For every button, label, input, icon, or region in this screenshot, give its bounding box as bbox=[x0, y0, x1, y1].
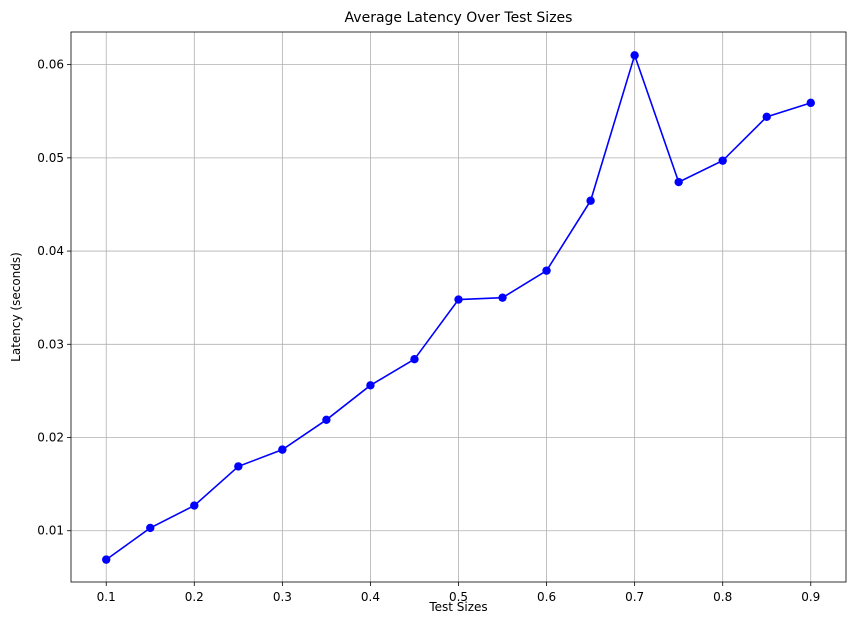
data-point bbox=[146, 523, 155, 533]
chart-title: Average Latency Over Test Sizes bbox=[345, 10, 573, 26]
x-tick-label: 0.3 bbox=[273, 590, 292, 604]
data-point bbox=[102, 555, 111, 564]
y-tick-label: 0.02 bbox=[37, 431, 64, 445]
data-point bbox=[190, 501, 199, 510]
x-tick-label: 0.6 bbox=[537, 590, 556, 604]
data-point bbox=[410, 355, 419, 364]
x-tick-label: 0.9 bbox=[801, 590, 820, 604]
series-layer bbox=[102, 51, 815, 564]
plot-frame bbox=[70, 31, 847, 583]
data-point bbox=[630, 51, 639, 60]
x-tick-label: 0.1 bbox=[97, 590, 116, 604]
y-axis-label: Latency (seconds) bbox=[9, 252, 23, 362]
x-tick-label: 0.4 bbox=[361, 590, 380, 604]
y-tick-label: 0.05 bbox=[37, 151, 64, 165]
x-tick-label: 0.5 bbox=[449, 590, 468, 604]
data-point bbox=[542, 266, 551, 275]
y-tick-label: 0.06 bbox=[37, 58, 64, 72]
x-axis-label: Test Sizes bbox=[428, 600, 487, 614]
x-tick-label: 0.2 bbox=[185, 590, 204, 604]
data-point bbox=[454, 295, 463, 304]
data-point bbox=[586, 196, 595, 205]
data-point bbox=[762, 112, 771, 122]
data-point bbox=[322, 415, 331, 424]
y-tick-label: 0.01 bbox=[37, 524, 64, 538]
y-tick-label: 0.03 bbox=[37, 337, 64, 351]
tick-layer: 0.1 0.2 0.3 0.4 0.5 0.6 0.7 0.8 0.9 0.01 0.02 0.03 0… bbox=[37, 58, 820, 604]
data-point bbox=[674, 177, 683, 187]
x-tick-label: 0.8 bbox=[713, 590, 732, 604]
data-point bbox=[234, 462, 243, 471]
data-point bbox=[806, 98, 815, 108]
data-point bbox=[278, 445, 287, 454]
data-point bbox=[498, 293, 507, 302]
grid-layer bbox=[71, 32, 846, 582]
data-point bbox=[718, 156, 727, 165]
data-point bbox=[366, 381, 375, 390]
y-tick-label: 0.04 bbox=[37, 244, 64, 258]
x-tick-label: 0.7 bbox=[625, 590, 644, 604]
